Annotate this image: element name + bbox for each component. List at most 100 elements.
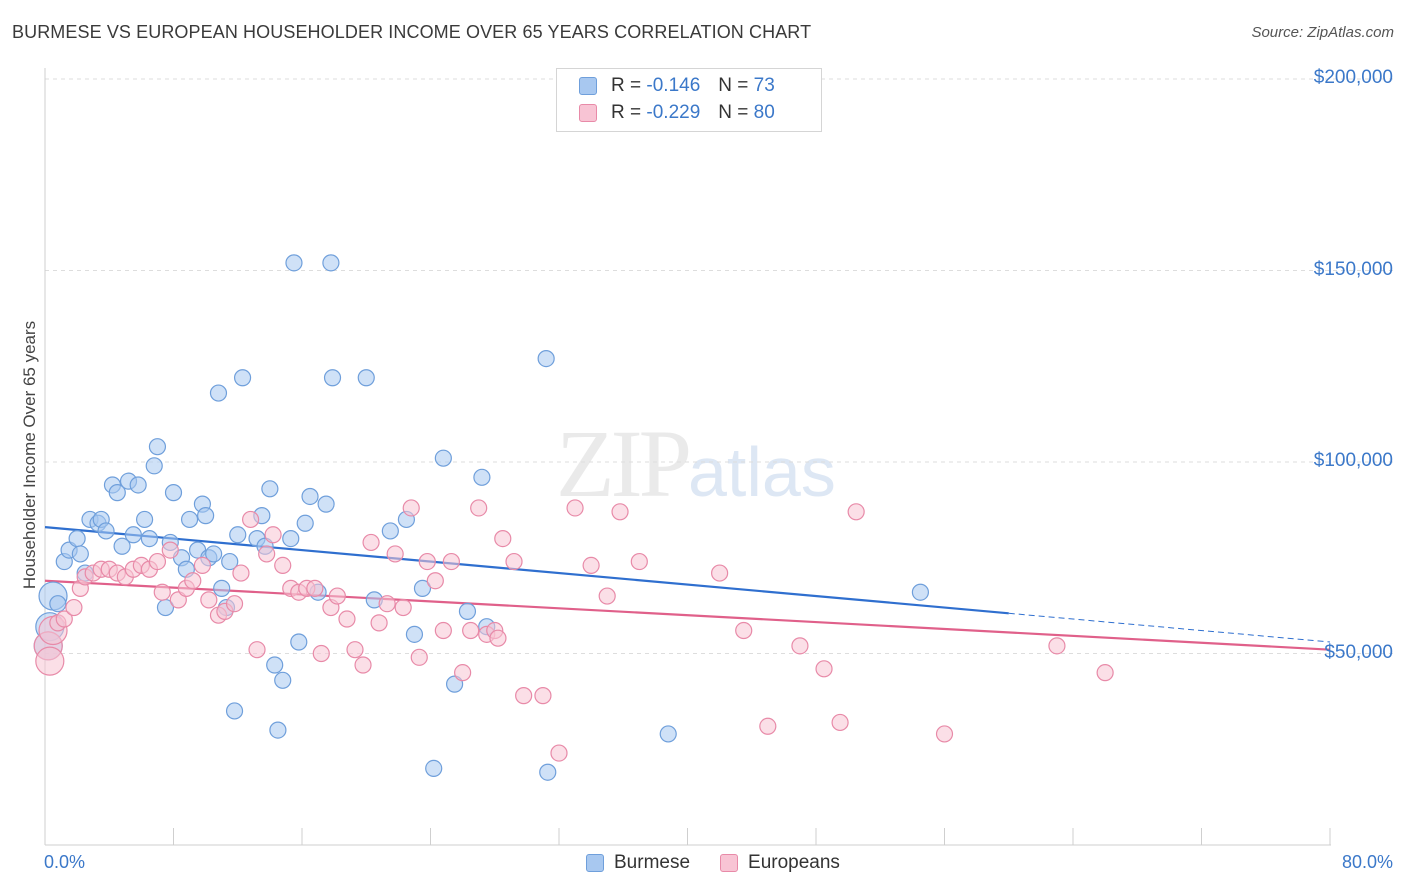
europeans-point xyxy=(418,552,436,571)
burmese-point xyxy=(434,449,452,467)
europeans-point xyxy=(454,664,472,682)
europeans-point xyxy=(550,744,568,762)
europeans-point xyxy=(470,499,488,517)
europeans-point xyxy=(489,629,507,647)
r-label: R = xyxy=(611,75,642,96)
burmese-point xyxy=(209,384,228,402)
europeans-point xyxy=(630,552,648,571)
europeans-point xyxy=(434,621,452,640)
burmese-point xyxy=(322,254,340,272)
europeans-point xyxy=(35,646,65,676)
legend-label-burmese: Burmese xyxy=(614,852,691,873)
burmese-point xyxy=(164,484,183,502)
y-tick-label: $200,000 xyxy=(1313,67,1393,88)
europeans-point xyxy=(312,644,330,663)
europeans-point xyxy=(242,510,260,529)
europeans-point xyxy=(248,641,266,659)
europeans-point xyxy=(193,556,212,575)
burmese-point xyxy=(108,484,126,502)
burmese-point xyxy=(539,763,557,781)
legend-item-europeans[interactable]: Europeans xyxy=(720,852,840,874)
burmese-point xyxy=(124,526,142,544)
burmese-point xyxy=(537,349,555,368)
europeans-point xyxy=(394,598,412,617)
y-axis-label: Householder Income Over 65 years xyxy=(20,320,39,590)
europeans-point xyxy=(611,503,629,521)
burmese-point xyxy=(145,457,163,475)
burmese-point xyxy=(458,602,477,620)
europeans-point xyxy=(566,499,584,517)
burmese-point xyxy=(213,579,231,597)
europeans-point xyxy=(55,610,73,628)
burmese-point xyxy=(49,595,67,613)
chart-title: BURMESE VS EUROPEAN HOUSEHOLDER INCOME O… xyxy=(12,22,812,42)
burmese-point xyxy=(413,579,432,597)
y-tick-label: $100,000 xyxy=(1313,450,1393,471)
europeans-point xyxy=(153,583,171,601)
burmese-point xyxy=(68,529,86,548)
legend-item-burmese[interactable]: Burmese xyxy=(586,852,690,874)
data-points xyxy=(33,254,1114,781)
europeans-point xyxy=(338,610,356,628)
europeans-point xyxy=(515,687,533,705)
burmese-point xyxy=(97,522,115,540)
axes xyxy=(44,68,1331,846)
europeans-point xyxy=(161,541,179,559)
europeans-point xyxy=(598,587,616,605)
europeans-point xyxy=(274,556,292,575)
europeans-point xyxy=(306,579,324,597)
y-tick-label: $150,000 xyxy=(1313,258,1393,280)
n-value: 80 xyxy=(753,102,775,123)
burmese-point xyxy=(129,476,147,494)
burmese-point xyxy=(225,702,244,720)
europeans-point xyxy=(362,533,380,552)
burmese-point xyxy=(301,487,319,506)
europeans-point xyxy=(1048,637,1066,655)
stats-box: R = -0.146 N = 73 R = -0.229 N = 80 xyxy=(556,68,822,132)
burmese-point xyxy=(911,583,930,601)
europeans-point xyxy=(232,564,250,582)
legend-swatch-burmese xyxy=(586,854,604,872)
europeans-point xyxy=(935,725,954,743)
europeans-point xyxy=(410,648,428,666)
y-tick-label: $50,000 xyxy=(1324,641,1393,663)
burmese-point xyxy=(357,369,375,387)
europeans-point xyxy=(370,614,388,632)
europeans-point xyxy=(402,499,420,517)
europeans-point xyxy=(462,621,480,640)
burmese-point xyxy=(197,507,215,525)
burmese-point xyxy=(71,545,89,563)
europeans-point xyxy=(831,713,849,732)
r-value: -0.146 xyxy=(646,75,701,96)
europeans-point xyxy=(815,660,833,678)
europeans-point xyxy=(225,595,244,613)
burmese-point xyxy=(205,545,223,563)
europeans-point xyxy=(386,545,404,563)
x-tick-label-min: 0.0% xyxy=(44,852,86,872)
x-tick-label-max: 80.0% xyxy=(1341,852,1393,872)
europeans-point xyxy=(494,529,512,548)
burmese-point xyxy=(381,522,399,540)
burmese-point xyxy=(269,721,287,739)
burmese-point xyxy=(282,529,300,548)
burmese-point xyxy=(221,552,239,571)
trendlines xyxy=(44,526,1331,651)
stats-row-europeans: R = -0.229 N = 80 xyxy=(579,100,775,126)
n-label: N = xyxy=(718,102,749,123)
burmese-point xyxy=(323,369,342,387)
europeans-point xyxy=(264,526,282,544)
n-value: 73 xyxy=(753,75,775,96)
europeans-point xyxy=(1096,664,1114,682)
europeans-trendline xyxy=(44,579,1331,651)
europeans-point xyxy=(65,598,83,617)
europeans-swatch xyxy=(579,104,597,122)
burmese-swatch xyxy=(579,77,597,95)
europeans-point xyxy=(426,572,444,590)
burmese-point xyxy=(296,514,314,532)
europeans-point xyxy=(735,621,753,640)
stats-row-burmese: R = -0.146 N = 73 xyxy=(579,73,775,99)
burmese-point xyxy=(473,468,491,486)
r-label: R = xyxy=(611,102,642,123)
source-label: Source: ZipAtlas.com xyxy=(1251,24,1394,41)
